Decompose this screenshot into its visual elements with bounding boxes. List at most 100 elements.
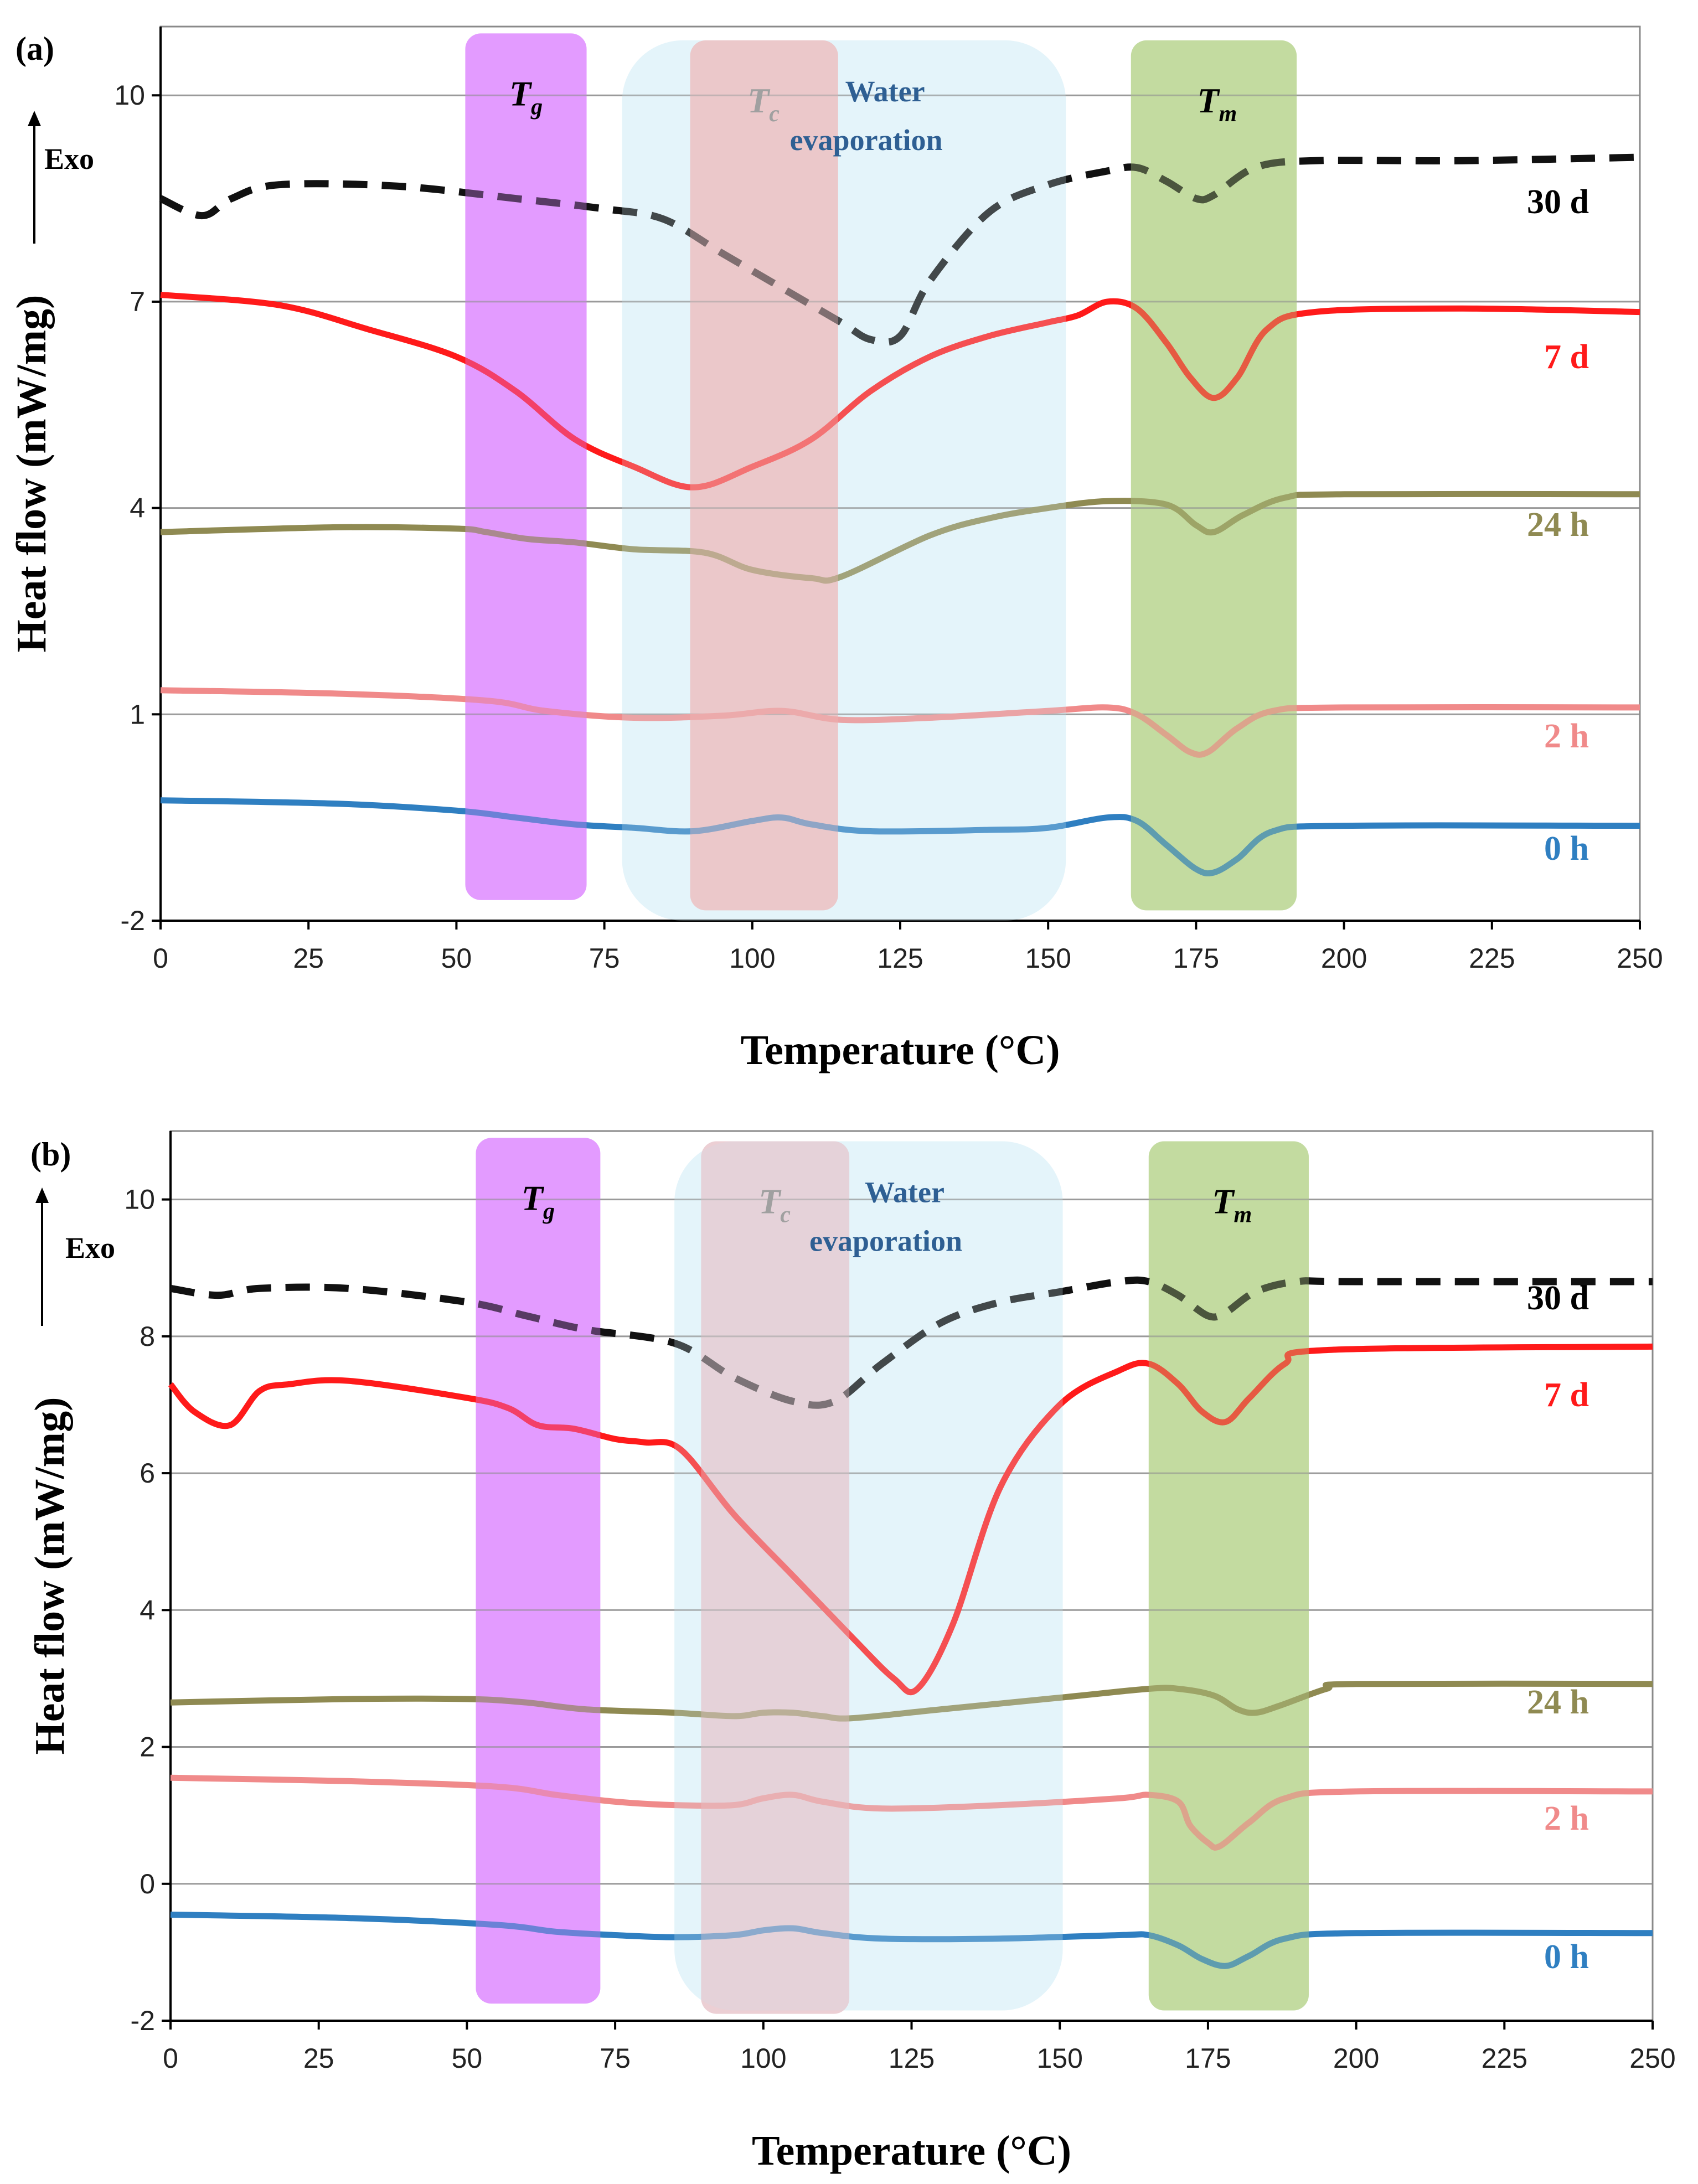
y-tick-label: 2 bbox=[140, 1732, 155, 1763]
series-label: 2 h bbox=[1544, 1800, 1589, 1837]
x-tick-label: 250 bbox=[1629, 2043, 1675, 2074]
region-overlay bbox=[465, 33, 587, 900]
x-tick-label: 75 bbox=[589, 943, 620, 974]
y-tick-label: 4 bbox=[140, 1594, 155, 1625]
x-tick-label: 175 bbox=[1173, 943, 1219, 974]
region-label-tm: Tm bbox=[1197, 81, 1237, 127]
chart-panel-a: 0 25 50 75 100 125 150 175 200 225 250 -2 1 4 7 10 Tg Wat… bbox=[8, 25, 1663, 1073]
series-label: 24 h bbox=[1527, 1684, 1589, 1721]
series-label: 30 d bbox=[1527, 183, 1589, 221]
x-tick-label: 100 bbox=[740, 2043, 786, 2074]
y-tick-label: -2 bbox=[131, 2005, 155, 2036]
series-label: 7 d bbox=[1544, 338, 1589, 376]
series-label: 0 h bbox=[1544, 830, 1589, 868]
region-label-water-line: Water bbox=[845, 75, 925, 108]
y-tick-label: 1 bbox=[130, 699, 145, 730]
series-line-0h bbox=[170, 1911, 1653, 1969]
x-tick-label: 0 bbox=[163, 2043, 178, 2074]
series-label: 24 h bbox=[1527, 506, 1589, 544]
region-label-main: T bbox=[509, 74, 533, 113]
exo-arrowhead-icon bbox=[28, 111, 41, 126]
y-axis-title: Heat flow (mW/mg) bbox=[8, 295, 55, 653]
region-label-main: T bbox=[522, 1178, 545, 1217]
x-tick-label: 200 bbox=[1333, 2043, 1379, 2074]
region-label-tg: Tg bbox=[509, 74, 543, 120]
region-overlay bbox=[1131, 40, 1297, 911]
y-tick-label: 7 bbox=[130, 286, 145, 317]
exo-label: Exo bbox=[44, 142, 94, 175]
region-label-main: T bbox=[758, 1182, 782, 1221]
x-axis-title: Temperature (°C) bbox=[752, 2128, 1071, 2174]
region-overlays bbox=[476, 1138, 1309, 2014]
gridlines bbox=[171, 1199, 1653, 1885]
x-tick-label: 50 bbox=[441, 943, 472, 974]
region-label-tm: Tm bbox=[1212, 1182, 1252, 1228]
region-label-sub: c bbox=[780, 1202, 791, 1228]
region-overlay bbox=[690, 40, 838, 911]
region-label-tc: Tc bbox=[747, 81, 780, 127]
x-tick-label: 125 bbox=[877, 943, 923, 974]
region-label-tg: Tg bbox=[522, 1178, 555, 1224]
y-tick-label: 8 bbox=[140, 1321, 155, 1352]
series-line-2h bbox=[170, 1774, 1653, 1851]
region-label-sub: m bbox=[1219, 101, 1237, 127]
y-tick-label: 10 bbox=[114, 80, 145, 111]
region-label-tc: Tc bbox=[758, 1182, 791, 1228]
region-label-sub: g bbox=[530, 94, 543, 120]
region-label-sub: m bbox=[1233, 1202, 1252, 1228]
y-tick-label: 6 bbox=[140, 1458, 155, 1489]
series-line-0h bbox=[160, 797, 1640, 877]
exo-label: Exo bbox=[65, 1231, 115, 1264]
x-tick-label: 175 bbox=[1185, 2043, 1231, 2074]
x-tick-label: 25 bbox=[303, 2043, 334, 2074]
region-label-water-line: evaporation bbox=[809, 1225, 962, 1258]
x-tick-label: 200 bbox=[1321, 943, 1367, 974]
x-tick-label: 225 bbox=[1469, 943, 1515, 974]
region-label-water-line: Water bbox=[865, 1176, 945, 1209]
region-overlay bbox=[674, 1141, 1063, 2011]
series-label: 2 h bbox=[1544, 717, 1589, 755]
x-axis-title: Temperature (°C) bbox=[740, 1027, 1060, 1073]
region-tg bbox=[465, 33, 587, 900]
x-tick-label: 150 bbox=[1036, 2043, 1082, 2074]
series-line-2h bbox=[160, 687, 1640, 758]
series-line-7d bbox=[160, 292, 1640, 491]
panel-label: (b) bbox=[30, 1136, 71, 1173]
x-tick-label: 250 bbox=[1617, 943, 1663, 974]
x-tick-label: 150 bbox=[1025, 943, 1071, 974]
region-label-sub: g bbox=[543, 1199, 555, 1224]
region-overlay bbox=[1148, 1141, 1309, 2011]
series-line-30d bbox=[159, 153, 1640, 346]
x-tick-label: 0 bbox=[153, 943, 168, 974]
series-label: 0 h bbox=[1544, 1938, 1589, 1976]
series-line-7d bbox=[168, 1343, 1653, 1696]
region-label-main: T bbox=[747, 81, 771, 120]
region-tc bbox=[701, 1141, 850, 2014]
gridlines bbox=[161, 94, 1640, 715]
series-label: 7 d bbox=[1544, 1376, 1589, 1414]
series-line-24h bbox=[160, 491, 1640, 584]
series-group bbox=[168, 1276, 1653, 1969]
region-label-water-line: evaporation bbox=[790, 123, 943, 157]
y-tick-label: -2 bbox=[121, 905, 145, 936]
x-tick-label: 225 bbox=[1482, 2043, 1527, 2074]
chart-panel-b: 0 25 50 75 100 125 150 175 200 225 250 -2 0 2 4 6 8 10 Tg W… bbox=[27, 1130, 1676, 2174]
region-label-main: T bbox=[1212, 1182, 1235, 1221]
series-line-24h bbox=[170, 1680, 1653, 1722]
region-tm bbox=[1148, 1141, 1309, 2011]
region-overlay bbox=[701, 1141, 850, 2014]
x-tick-label: 100 bbox=[729, 943, 775, 974]
x-tick-label: 50 bbox=[452, 2043, 483, 2074]
x-tick-label: 125 bbox=[889, 2043, 935, 2074]
series-line-30d bbox=[169, 1276, 1653, 1409]
x-tick-label: 75 bbox=[600, 2043, 631, 2074]
region-overlay bbox=[622, 40, 1066, 921]
y-tick-label: 0 bbox=[140, 1868, 155, 1899]
region-overlay bbox=[476, 1138, 601, 2004]
exo-arrowhead-icon bbox=[35, 1187, 49, 1203]
y-axis-title: Heat flow (mW/mg) bbox=[27, 1397, 73, 1755]
region-overlays bbox=[465, 33, 1297, 921]
series-group bbox=[159, 153, 1640, 877]
